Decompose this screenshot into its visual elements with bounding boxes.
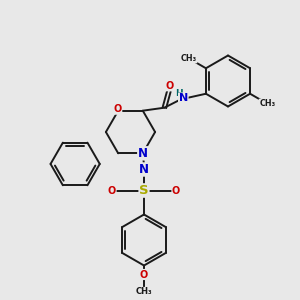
Text: O: O	[140, 269, 148, 280]
Text: O: O	[165, 81, 174, 91]
Text: H: H	[176, 89, 183, 98]
Text: CH₃: CH₃	[136, 287, 152, 296]
Text: N: N	[138, 147, 148, 160]
Text: O: O	[113, 104, 122, 114]
Text: S: S	[139, 184, 149, 197]
Text: O: O	[172, 185, 180, 196]
Text: N: N	[179, 93, 188, 103]
Text: CH₃: CH₃	[259, 99, 275, 108]
Text: N: N	[139, 163, 149, 176]
Text: CH₃: CH₃	[181, 54, 197, 63]
Text: O: O	[108, 185, 116, 196]
